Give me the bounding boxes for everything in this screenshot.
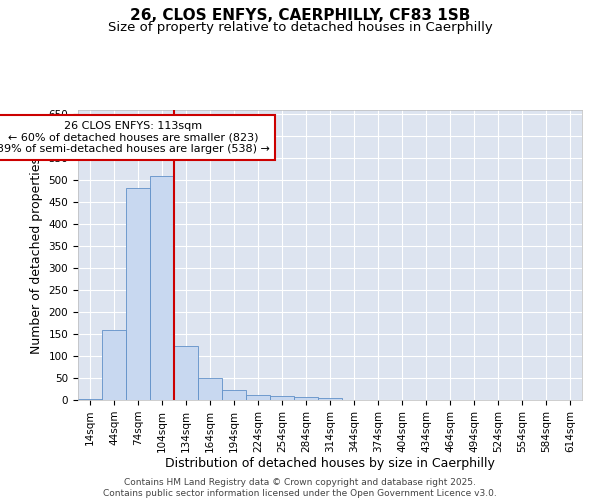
Bar <box>126 188 150 400</box>
Text: Contains HM Land Registry data © Crown copyright and database right 2025.
Contai: Contains HM Land Registry data © Crown c… <box>103 478 497 498</box>
Bar <box>150 176 174 400</box>
Bar <box>78 398 102 400</box>
Bar <box>198 378 222 400</box>
Text: 26 CLOS ENFYS: 113sqm
← 60% of detached houses are smaller (823)
39% of semi-det: 26 CLOS ENFYS: 113sqm ← 60% of detached … <box>0 121 269 154</box>
X-axis label: Distribution of detached houses by size in Caerphilly: Distribution of detached houses by size … <box>165 458 495 470</box>
Y-axis label: Number of detached properties: Number of detached properties <box>30 156 43 354</box>
Bar <box>294 398 318 400</box>
Text: Size of property relative to detached houses in Caerphilly: Size of property relative to detached ho… <box>107 22 493 35</box>
Bar <box>222 390 246 400</box>
Bar <box>102 330 126 400</box>
Bar <box>174 346 198 400</box>
Bar <box>318 398 342 400</box>
Bar <box>246 394 270 400</box>
Text: 26, CLOS ENFYS, CAERPHILLY, CF83 1SB: 26, CLOS ENFYS, CAERPHILLY, CF83 1SB <box>130 8 470 22</box>
Bar <box>270 396 294 400</box>
